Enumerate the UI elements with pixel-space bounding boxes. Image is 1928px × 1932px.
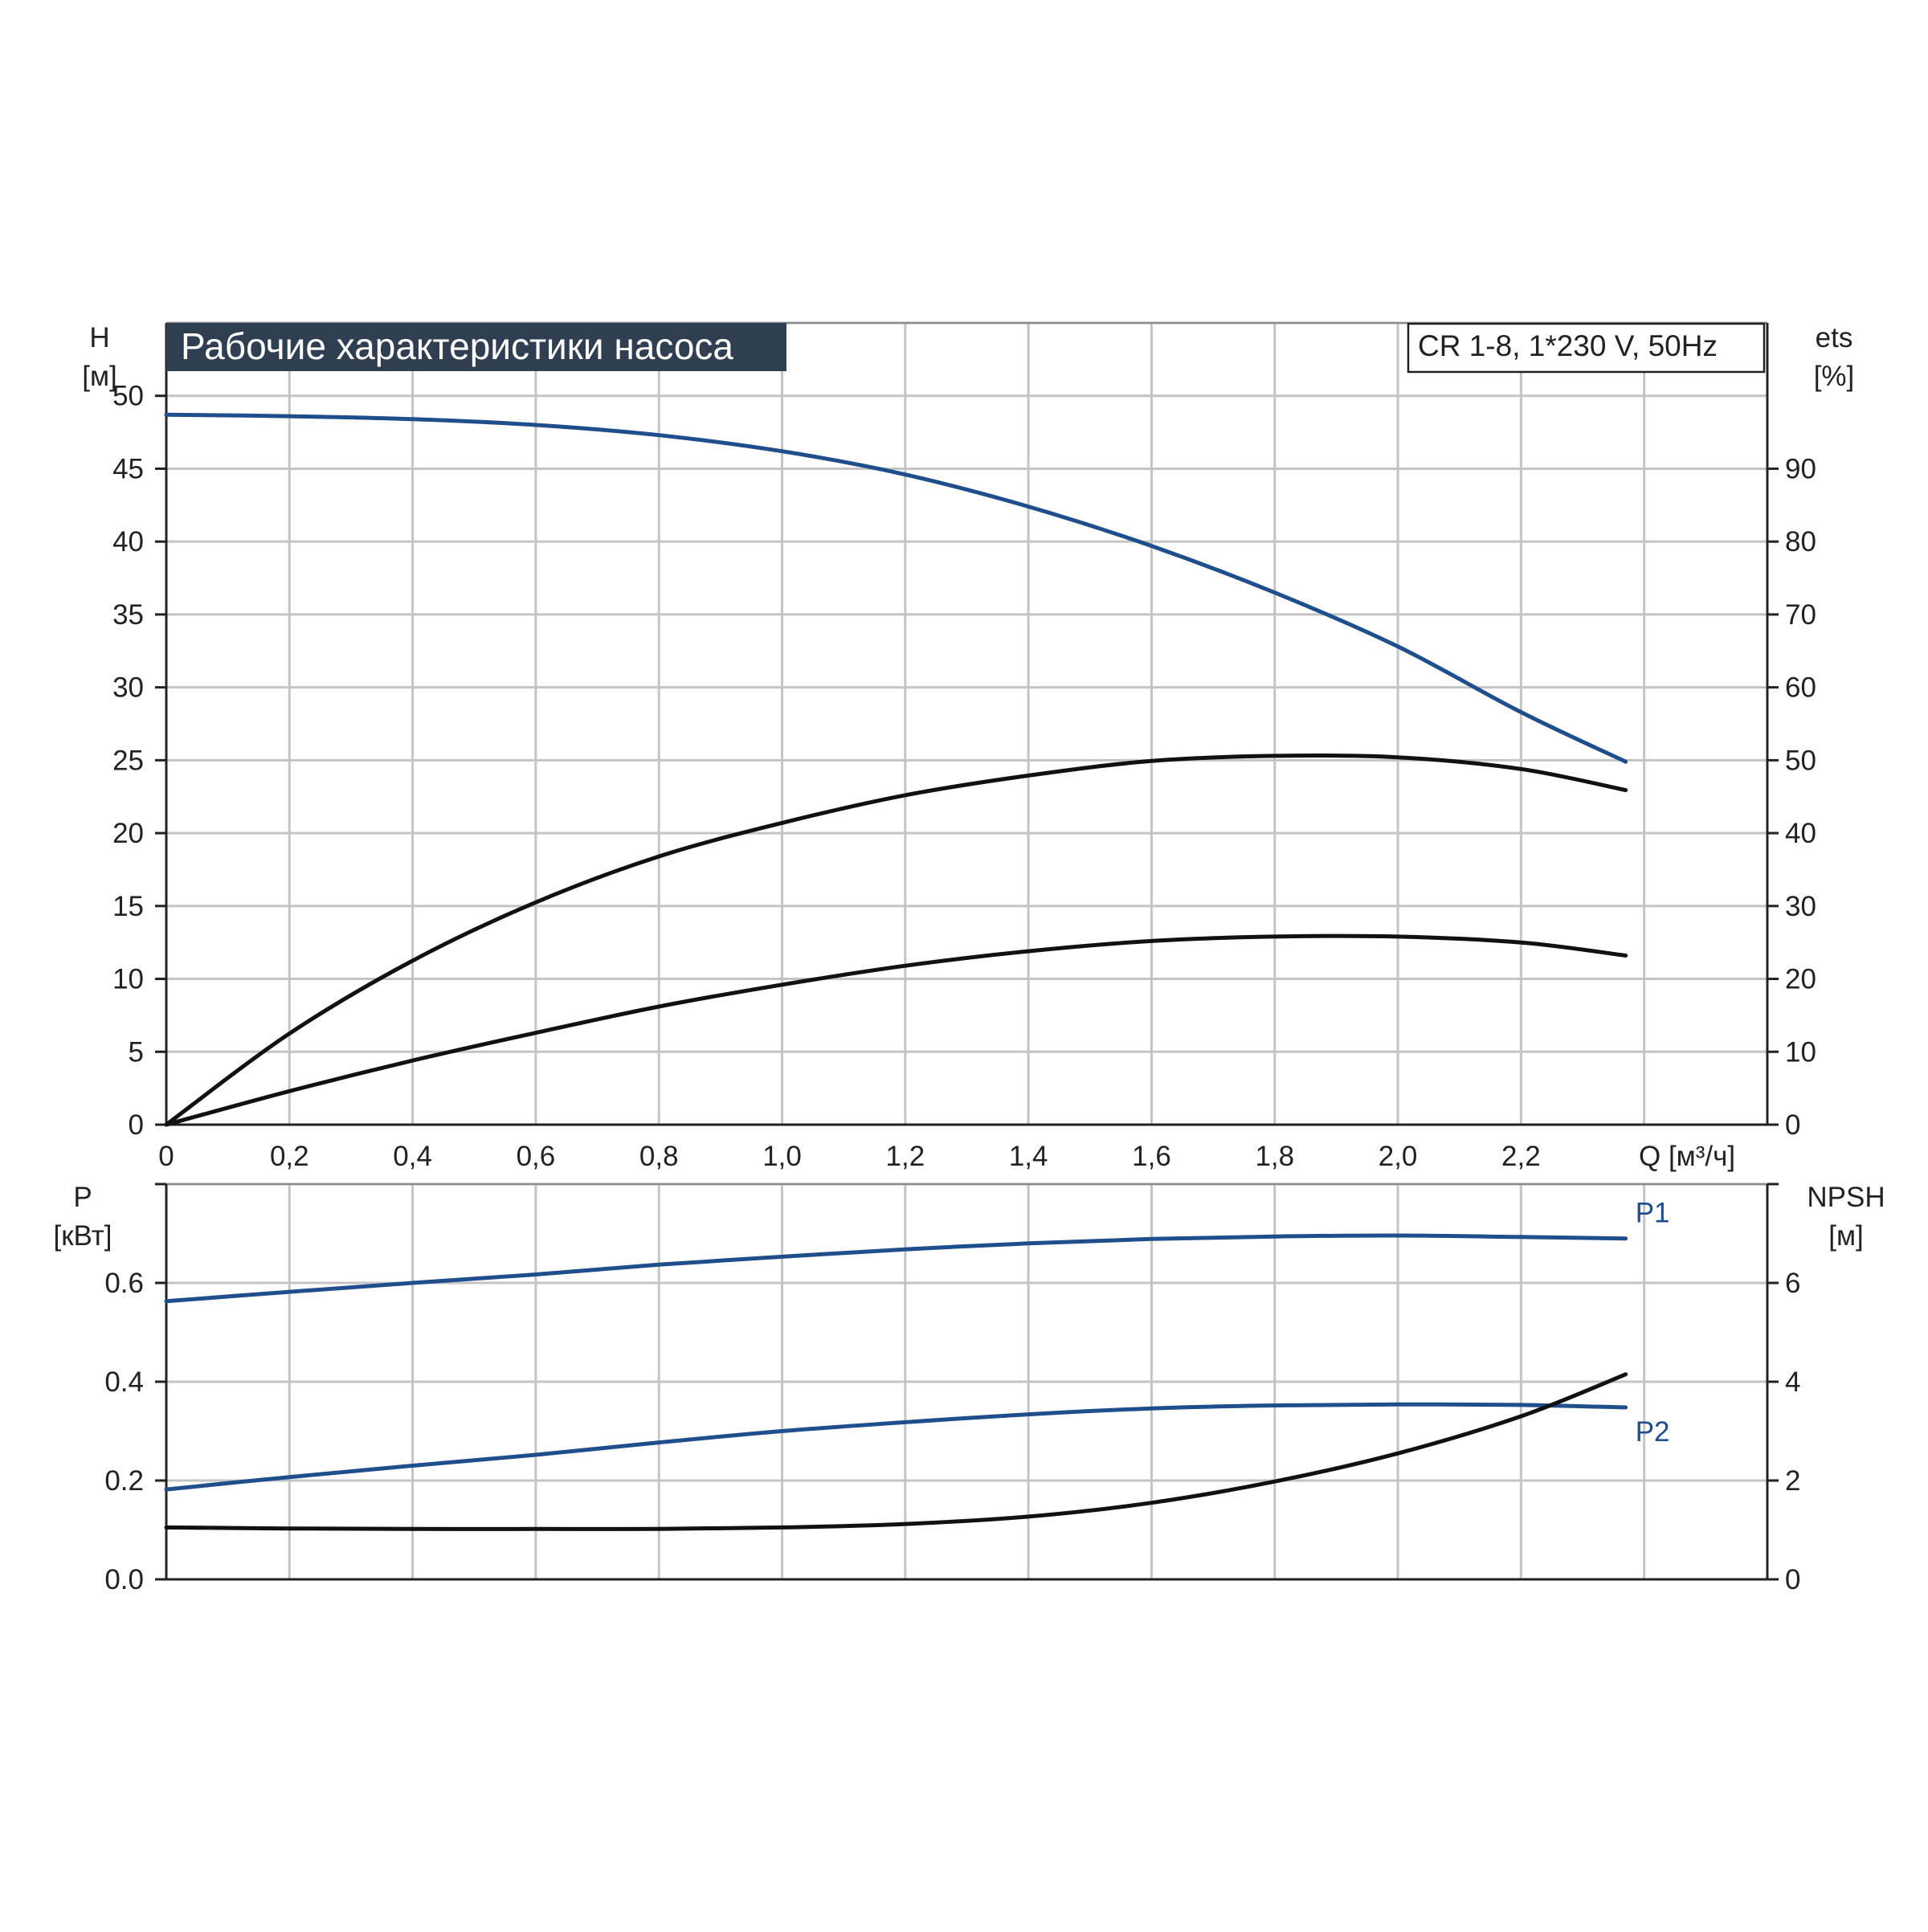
upper-left-tick-label: 10 [112,964,144,995]
x-tick-label: 1,6 [1132,1141,1171,1172]
x-tick-label: 1,4 [1009,1141,1048,1172]
upper-left-tick-label: 20 [112,818,144,849]
upper-left-tick-label: 35 [112,599,144,631]
model-label-box [1407,322,1766,374]
x-tick-label: 0,8 [639,1141,679,1172]
series-labels: P1 P2 [1636,1198,1670,1448]
upper-right-tick-label: 60 [1785,672,1816,704]
p2-label: P2 [1636,1416,1670,1448]
lower-series-2-line [164,1372,1628,1531]
x-tick-label: 0 [158,1141,174,1172]
upper-series-2-line [164,933,1628,1127]
lower-right-axis-unit: [м] [1828,1220,1864,1252]
upper-series-0-line [164,412,1628,764]
upper-right-axis-unit: [%] [1814,361,1855,392]
x-tick-label: 2,0 [1379,1141,1418,1172]
lower-left-tick-label: 0.0 [104,1564,144,1595]
upper-right-tick-label: 0 [1785,1109,1800,1141]
x-tick-label: 0,2 [270,1141,309,1172]
lower-left-tick-label: 0.4 [104,1366,144,1398]
upper-right-tick-label: 90 [1785,453,1816,484]
lower-left-axis-unit: [кВт] [54,1220,112,1252]
upper-grid [165,321,1769,1126]
chart-title: Рабочие характеристики насоса [181,325,733,367]
upper-left-tick-label: 50 [112,381,144,412]
x-tick-label: 1,2 [886,1141,925,1172]
tick-labels: 0510152025303540455001020304050607080900… [104,381,1816,1595]
p1-label: P1 [1636,1198,1670,1229]
x-tick-label: 0,4 [393,1141,432,1172]
lower-right-tick-label: 0 [1785,1564,1800,1595]
title-banner [166,323,786,371]
upper-right-tick-label: 80 [1785,526,1816,558]
upper-left-tick-label: 0 [129,1109,144,1141]
lower-left-axis-name: P [73,1182,92,1213]
upper-left-tick-label: 15 [112,891,144,922]
upper-left-axis-unit: [м] [82,361,117,392]
upper-left-tick-label: 40 [112,526,144,558]
x-tick-label: 1,8 [1255,1141,1294,1172]
upper-left-tick-label: 5 [129,1036,144,1068]
model-label: CR 1-8, 1*230 V, 50Hz [1418,329,1718,362]
upper-right-axis-name: ets [1816,322,1853,353]
lower-right-tick-label: 6 [1785,1268,1800,1299]
upper-right-tick-label: 30 [1785,891,1816,922]
lower-left-tick-label: 0.6 [104,1268,144,1299]
upper-left-tick-label: 25 [112,745,144,776]
upper-right-tick-label: 40 [1785,818,1816,849]
lower-right-tick-label: 4 [1785,1366,1800,1398]
x-axis-label: Q [м³/ч] [1639,1141,1735,1172]
upper-right-tick-label: 20 [1785,964,1816,995]
lower-right-axis-name: NPSH [1807,1182,1885,1213]
lower-right-tick-label: 2 [1785,1465,1800,1497]
upper-right-tick-label: 10 [1785,1036,1816,1068]
p1-line [164,1233,1628,1304]
x-tick-label: 2,2 [1501,1141,1541,1172]
series-layer [164,412,1628,1531]
x-tick-label: 0,6 [517,1141,556,1172]
upper-left-axis-name: H [89,322,109,353]
upper-left-tick-label: 45 [112,453,144,484]
upper-right-tick-label: 70 [1785,599,1816,631]
upper-left-tick-label: 30 [112,672,144,704]
lower-left-tick-label: 0.2 [104,1465,144,1497]
x-tick-label: 1,0 [762,1141,802,1172]
upper-series-1-line [164,753,1628,1127]
upper-right-tick-label: 50 [1785,745,1816,776]
p2-line [164,1402,1628,1492]
